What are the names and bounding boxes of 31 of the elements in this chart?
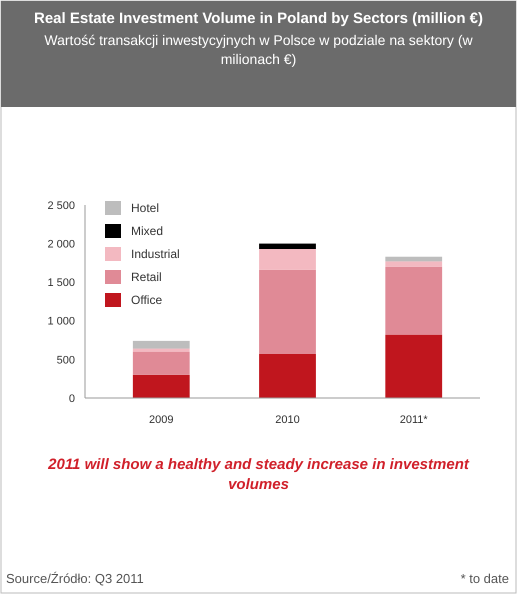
bar	[385, 266, 442, 335]
x-tick-label: 2010	[275, 414, 300, 426]
x-tick-label: 2011*	[400, 414, 428, 426]
bar	[132, 348, 190, 352]
bar	[259, 244, 316, 250]
chart-title: Real Estate Investment Volume in Poland by Sectors (million €)	[33, 9, 484, 29]
bar	[132, 352, 190, 375]
bar	[385, 334, 442, 398]
bar	[259, 249, 316, 270]
bar	[385, 261, 442, 267]
legend-label: Retail	[131, 270, 162, 284]
legend-label: Hotel	[131, 201, 160, 216]
x-tick-label: 2009	[149, 414, 174, 426]
bar	[259, 354, 316, 398]
bar	[385, 256, 442, 262]
chart-subtitle: Wartość transakcji inwestycyjnych w Polsce w podziale na sektory (w milionach €)	[43, 31, 474, 69]
legend-label: Mixed	[131, 224, 164, 238]
text: 2011 will show a healthy and steady increase in investment volumes	[47, 455, 470, 495]
source-note: Source/Źródło: Q3 2011	[6, 571, 144, 586]
legend-label: Office	[131, 293, 162, 308]
y-tick-label: 0	[68, 392, 75, 405]
y-tick-label: 1 000	[47, 316, 75, 328]
bar	[259, 270, 316, 354]
text: * to date	[460, 571, 509, 586]
legend-label: Industrial	[131, 247, 180, 262]
y-tick-label: 1 500	[47, 277, 75, 290]
y-tick-label: 500	[56, 354, 75, 366]
y-tick-label: 2 000	[47, 238, 75, 250]
bar	[132, 374, 190, 398]
bar	[132, 340, 190, 349]
y-tick-label: 2 500	[47, 200, 75, 212]
